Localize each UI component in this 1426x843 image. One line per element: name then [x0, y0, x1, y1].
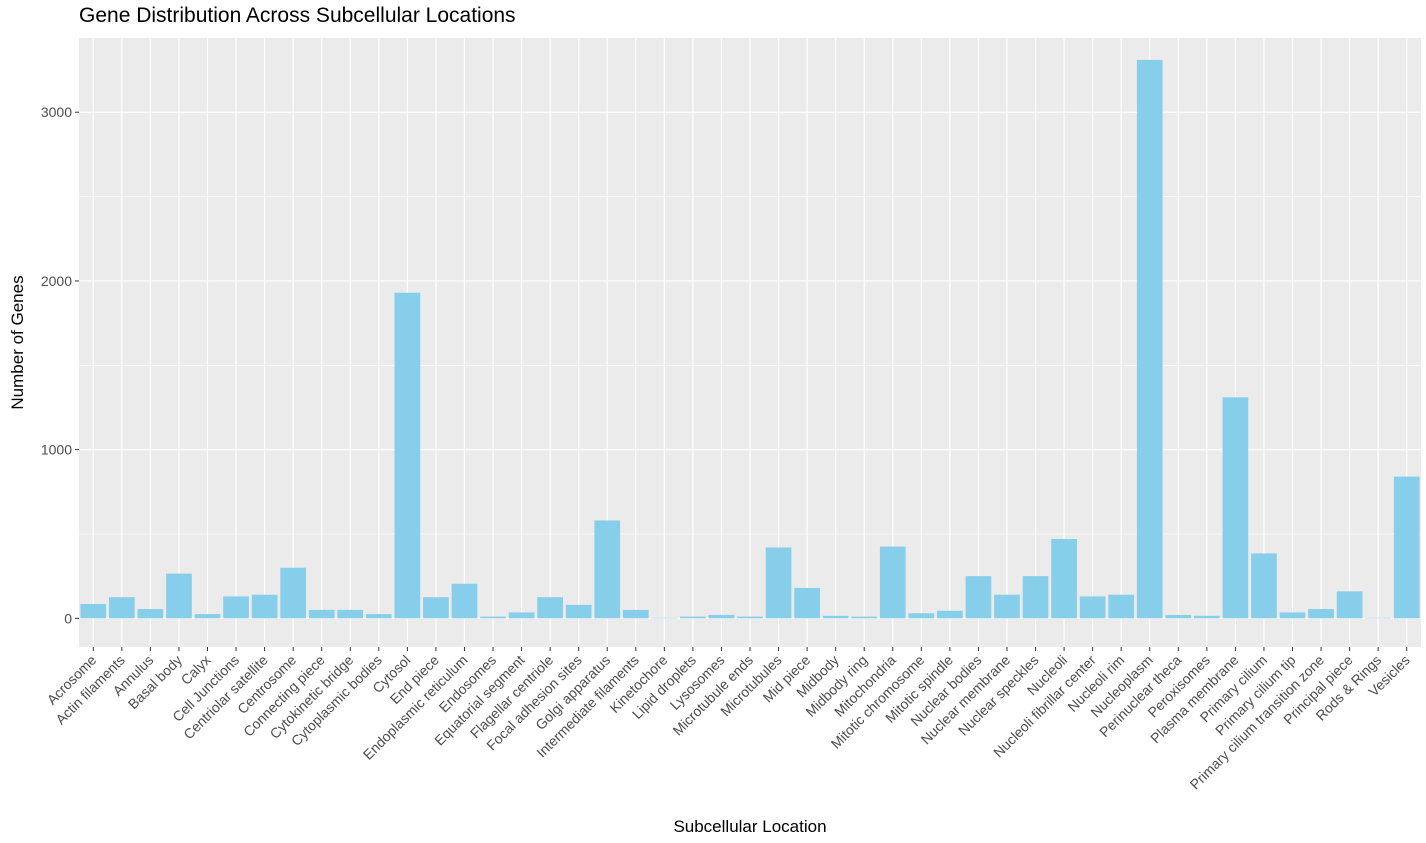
y-axis-title: Number of Genes — [8, 275, 27, 409]
bar — [737, 616, 763, 619]
bar — [251, 594, 278, 619]
bar — [1108, 594, 1135, 619]
chart-title: Gene Distribution Across Subcellular Loc… — [79, 4, 516, 27]
bar — [994, 594, 1020, 619]
bar — [1393, 476, 1420, 619]
bar — [80, 603, 107, 619]
bar — [822, 615, 849, 619]
bar — [1022, 576, 1049, 619]
bar — [508, 612, 535, 619]
bar — [108, 597, 135, 619]
bar — [594, 520, 621, 619]
bar — [166, 573, 192, 619]
bar — [651, 617, 678, 619]
bar — [308, 609, 335, 619]
bar — [423, 597, 449, 619]
bar — [765, 547, 792, 619]
bar — [708, 614, 735, 619]
bar — [1336, 591, 1363, 619]
bar — [965, 576, 992, 619]
y-tick-label: 2000 — [41, 273, 72, 289]
bar — [280, 567, 306, 619]
bar — [1051, 539, 1077, 619]
bar — [537, 597, 563, 619]
bar — [851, 616, 878, 619]
bar — [194, 614, 221, 619]
bar — [1136, 59, 1163, 619]
bar — [937, 610, 963, 619]
bar — [137, 609, 164, 619]
bar — [680, 616, 706, 619]
bars — [80, 59, 1420, 619]
bar — [1194, 615, 1220, 619]
bar — [879, 546, 906, 619]
y-tick-label: 1000 — [41, 442, 72, 458]
bar — [480, 616, 506, 619]
bar — [565, 604, 592, 619]
bar — [451, 583, 478, 619]
y-tick-label: 0 — [64, 610, 72, 626]
bar — [1279, 612, 1306, 619]
bar — [1165, 614, 1192, 619]
x-axis-title: Subcellular Location — [673, 817, 826, 836]
bar — [622, 609, 649, 619]
bar — [365, 614, 392, 619]
y-tick-label: 3000 — [41, 104, 72, 120]
bar — [1079, 596, 1106, 619]
bar — [394, 292, 421, 619]
bar — [1251, 553, 1277, 619]
grid-lines — [79, 38, 1421, 647]
bar — [1222, 397, 1249, 619]
bar — [1308, 609, 1334, 619]
bar — [794, 587, 820, 619]
bar — [337, 609, 364, 619]
bar — [1365, 617, 1392, 619]
bar — [908, 613, 935, 619]
bar — [223, 596, 249, 619]
y-axis: 0 1000 2000 3000 — [41, 104, 79, 626]
